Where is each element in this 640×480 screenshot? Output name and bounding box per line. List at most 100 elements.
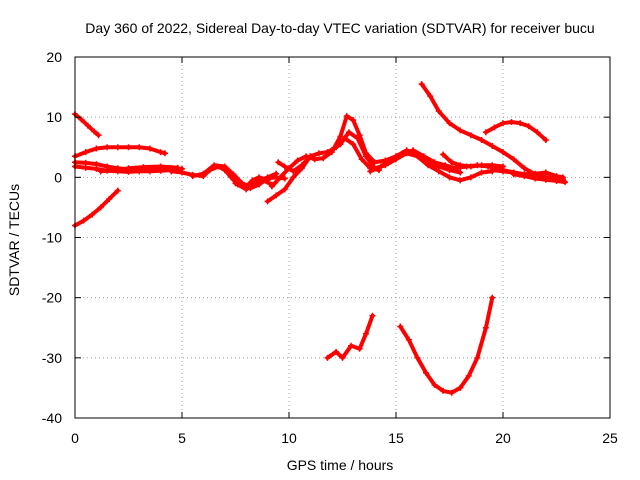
data-point <box>354 135 361 142</box>
axis-ticks <box>74 56 611 419</box>
data-point <box>93 165 100 172</box>
data-point <box>273 192 280 199</box>
data-point <box>442 162 449 169</box>
data-point <box>311 156 318 163</box>
data-point <box>275 159 282 166</box>
data-point <box>358 156 365 163</box>
data-point <box>104 144 111 151</box>
data-point <box>482 324 489 331</box>
data-point <box>211 162 218 169</box>
data-point <box>307 153 314 160</box>
data-point <box>474 354 481 361</box>
data-point <box>345 129 352 136</box>
data-point <box>290 174 297 181</box>
data-point <box>78 116 85 123</box>
data-point <box>367 168 374 175</box>
data-point <box>200 170 207 177</box>
series-arc-18 <box>482 118 549 144</box>
data-point <box>446 120 453 127</box>
data-point <box>350 141 357 148</box>
y-tick-label: -30 <box>42 350 62 366</box>
data-point <box>333 348 340 355</box>
y-tick-label: -20 <box>42 290 62 306</box>
data-point <box>247 185 254 192</box>
data-point <box>339 354 346 361</box>
series-trace <box>73 188 120 228</box>
data-point <box>478 162 485 169</box>
data-point <box>97 168 104 175</box>
data-point <box>508 118 515 125</box>
data-point <box>542 169 549 176</box>
y-axis-label: SDTVAR / TECUs <box>6 184 22 296</box>
data-point <box>521 165 528 172</box>
data-point <box>489 167 496 174</box>
data-point <box>298 162 305 169</box>
data-point <box>388 156 395 163</box>
data-point <box>446 174 453 181</box>
data-point <box>97 204 104 211</box>
x-tick-label: 15 <box>388 430 404 446</box>
data-point <box>553 177 560 184</box>
data-point <box>277 174 284 181</box>
data-point <box>324 354 331 361</box>
data-point <box>420 153 427 160</box>
data-point <box>93 145 100 152</box>
data-point <box>559 174 566 181</box>
data-point <box>457 177 464 184</box>
data-point <box>525 123 532 130</box>
x-tick-label: 10 <box>281 430 297 446</box>
data-point <box>82 149 89 156</box>
data-point <box>89 211 96 218</box>
data-point <box>157 149 164 156</box>
data-point <box>440 387 447 394</box>
series-trace <box>73 145 167 159</box>
data-point <box>500 167 506 174</box>
data-point <box>435 168 442 175</box>
data-point <box>448 159 455 166</box>
data-point <box>363 153 370 160</box>
data-point <box>435 108 442 115</box>
data-point <box>467 163 474 170</box>
data-point <box>290 168 297 175</box>
data-point <box>363 330 370 337</box>
data-point <box>179 169 185 176</box>
data-point <box>425 162 432 169</box>
data-point <box>448 389 455 396</box>
data-point <box>457 127 464 134</box>
series-arc-21 <box>510 171 569 186</box>
x-axis-label: GPS time / hours <box>287 457 394 473</box>
data-point <box>249 177 256 184</box>
data-point <box>110 167 117 174</box>
data-point <box>337 133 344 140</box>
series-arc-23 <box>397 294 496 396</box>
data-point <box>482 129 489 136</box>
series-arc-06 <box>97 163 181 175</box>
data-point <box>221 163 228 170</box>
data-point <box>95 132 102 139</box>
x-tick-label: 20 <box>495 430 511 446</box>
data-point <box>410 147 417 154</box>
data-point <box>146 145 153 152</box>
data-point <box>431 381 438 388</box>
data-point <box>243 186 250 193</box>
data-point <box>510 171 517 178</box>
x-tick-label: 0 <box>71 430 79 446</box>
data-point <box>521 173 528 180</box>
data-point <box>140 164 147 171</box>
x-tick-label: 5 <box>178 430 186 446</box>
data-point <box>399 150 406 157</box>
data-point <box>542 137 549 144</box>
data-point <box>510 156 517 163</box>
data-point <box>114 187 121 194</box>
data-point <box>168 168 175 175</box>
data-point <box>517 120 524 127</box>
series-trace <box>73 164 174 174</box>
chart-title: Day 360 of 2022, Sidereal Day-to-day VTE… <box>85 20 594 36</box>
data-point <box>82 164 89 171</box>
data-point <box>114 144 121 151</box>
data-point <box>500 149 506 156</box>
y-tick-labels: -40 -30 -20 -10 0 10 20 <box>42 49 62 426</box>
data-point <box>491 124 498 131</box>
